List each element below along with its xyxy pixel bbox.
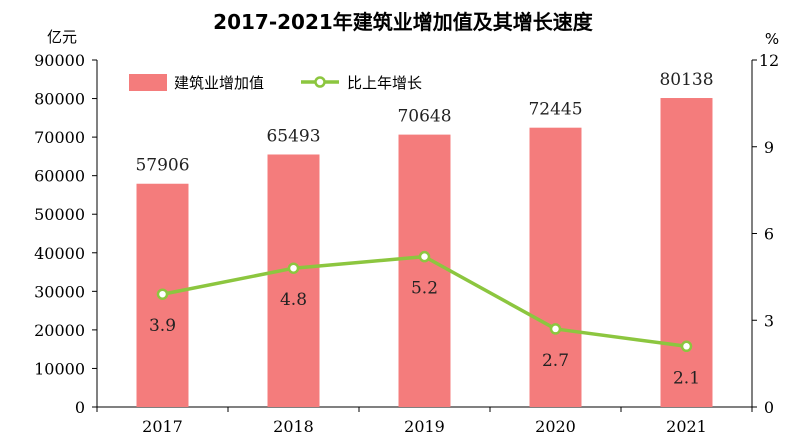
left-tick-label: 40000 bbox=[34, 244, 85, 263]
axes: 0 10000 20000 30000 40000 50000 60000 70000 8000… bbox=[34, 51, 779, 436]
left-tick-label: 20000 bbox=[34, 321, 85, 340]
legend-line-marker bbox=[314, 76, 326, 88]
growth-value-label: 4.8 bbox=[280, 290, 307, 310]
right-tick-label: 0 bbox=[764, 398, 774, 417]
growth-point bbox=[156, 288, 169, 300]
left-tick-label: 80000 bbox=[34, 90, 85, 109]
legend: 建筑业增加值 比上年增长 bbox=[129, 74, 422, 92]
line-layer bbox=[156, 250, 693, 353]
right-tick-label: 6 bbox=[764, 225, 774, 244]
legend-bar-swatch bbox=[129, 74, 167, 91]
growth-point bbox=[418, 250, 431, 263]
growth-point bbox=[680, 340, 693, 353]
growth-value-label: 3.9 bbox=[149, 316, 176, 336]
legend-line-label: 比上年增长 bbox=[347, 74, 422, 92]
growth-value-label: 2.7 bbox=[542, 351, 569, 371]
x-tick-label: 2021 bbox=[666, 417, 707, 436]
right-tick-label: 9 bbox=[764, 138, 774, 157]
left-tick-label: 60000 bbox=[34, 167, 85, 186]
x-tick-label: 2019 bbox=[404, 417, 445, 436]
left-axis-unit: 亿元 bbox=[47, 28, 77, 46]
bars bbox=[136, 98, 713, 408]
right-tick-label: 3 bbox=[764, 311, 774, 330]
bar bbox=[660, 98, 713, 407]
left-tick-label: 50000 bbox=[34, 205, 85, 224]
left-tick-label: 30000 bbox=[34, 282, 85, 301]
line-labels: 3.9 4.8 5.2 2.7 2.1 bbox=[149, 279, 700, 389]
bar bbox=[398, 134, 451, 407]
x-tick-label: 2018 bbox=[273, 417, 314, 436]
growth-point bbox=[287, 262, 300, 274]
x-tick-label: 2017 bbox=[142, 417, 183, 436]
chart-title: 2017-2021年建筑业增加值及其增长速度 bbox=[213, 10, 594, 34]
bar bbox=[529, 127, 582, 408]
growth-point bbox=[549, 323, 562, 335]
right-axis-unit: % bbox=[765, 30, 779, 48]
bar-value-label: 70648 bbox=[397, 107, 451, 127]
growth-value-label: 2.1 bbox=[673, 368, 700, 388]
bar bbox=[267, 154, 320, 407]
bar-value-label: 72445 bbox=[528, 100, 582, 120]
growth-value-label: 5.2 bbox=[411, 279, 438, 299]
legend-bar-label: 建筑业增加值 bbox=[174, 74, 264, 92]
right-tick-label: 12 bbox=[759, 51, 779, 70]
left-tick-label: 90000 bbox=[34, 51, 85, 70]
left-tick-label: 70000 bbox=[34, 128, 85, 147]
left-tick-label: 0 bbox=[75, 398, 85, 417]
bar-value-label: 57906 bbox=[135, 156, 189, 176]
bar-labels: 57906 65493 70648 72445 80138 bbox=[135, 70, 713, 176]
x-tick-label: 2020 bbox=[535, 417, 576, 436]
left-tick-label: 10000 bbox=[34, 359, 85, 378]
bar-value-label: 65493 bbox=[266, 126, 320, 146]
bar-value-label: 80138 bbox=[659, 70, 713, 90]
